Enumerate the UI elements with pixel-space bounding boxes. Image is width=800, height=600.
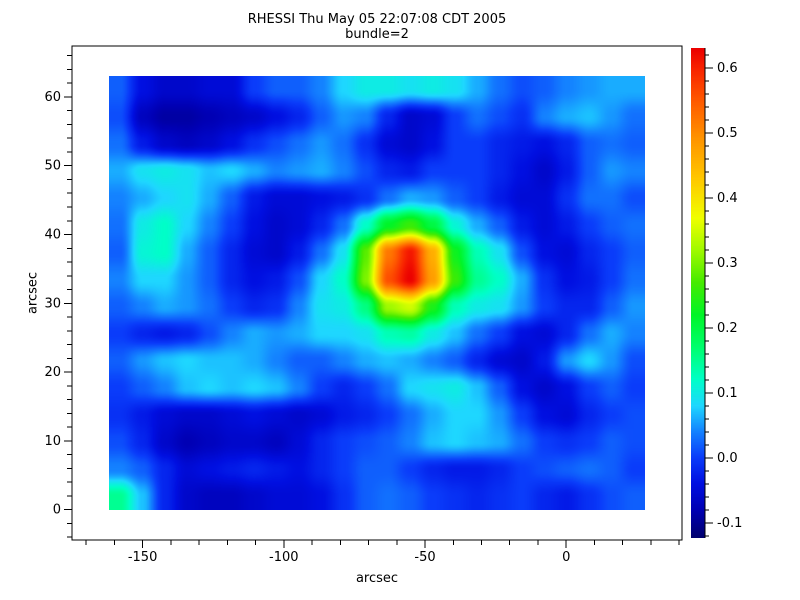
colorbar-tick-label: 0.6	[717, 61, 738, 76]
x-axis-label: arcsec	[355, 571, 399, 586]
title-block: RHESSI Thu May 05 22:07:08 CDT 2005 bund…	[72, 12, 682, 42]
colorbar-tick-label: 0.1	[717, 386, 738, 401]
colorbar-tick-label: -0.1	[717, 516, 742, 531]
colorbar-tick-label: 0.0	[717, 451, 738, 466]
x-tick-label: -50	[414, 550, 435, 565]
colorbar-tick-label: 0.2	[717, 321, 738, 336]
chart-title: RHESSI Thu May 05 22:07:08 CDT 2005	[247, 12, 507, 27]
colorbar	[691, 48, 705, 538]
x-tick-label: 0	[562, 550, 570, 565]
y-tick-label: 30	[44, 296, 61, 311]
heatmap-canvas	[109, 76, 645, 510]
y-axis-label: arcsec	[25, 271, 41, 315]
y-tick-label: 20	[44, 365, 61, 380]
y-tick-label: 40	[44, 228, 61, 243]
x-tick-label: -150	[128, 550, 158, 565]
x-tick-label: -100	[269, 550, 299, 565]
chart-subtitle: bundle=2	[345, 27, 409, 42]
y-tick-label: 50	[44, 159, 61, 174]
colorbar-tick-label: 0.4	[717, 191, 738, 206]
y-tick-label: 0	[53, 503, 61, 518]
y-tick-label: 10	[44, 434, 61, 449]
colorbar-tick-label: 0.3	[717, 256, 738, 271]
y-tick-label: 60	[44, 90, 61, 105]
colorbar-tick-label: 0.5	[717, 126, 738, 141]
